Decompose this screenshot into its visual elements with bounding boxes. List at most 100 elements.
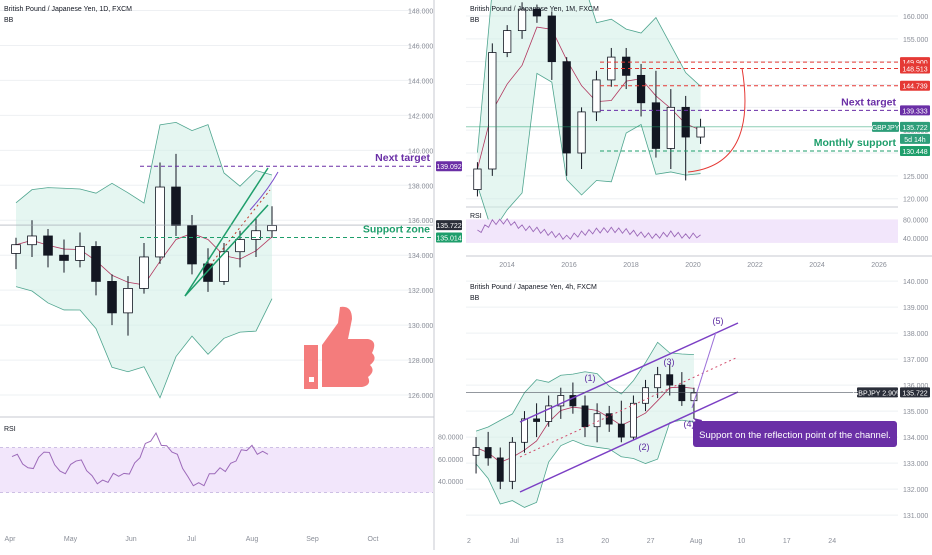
daily-x-tick: May — [64, 536, 78, 543]
monthly-candle — [636, 74, 646, 104]
daily-x-tick: Jun — [125, 536, 136, 543]
h4-candle — [642, 387, 649, 404]
monthly-candle — [622, 56, 631, 76]
h4-candle — [569, 395, 577, 407]
monthly-level-tag-bg — [900, 105, 930, 116]
daily-level-label: Support zone — [363, 223, 430, 235]
monthly-x-tick: 2024 — [809, 262, 825, 269]
monthly-level-label: Monthly support — [814, 137, 897, 149]
monthly-last-price-tag-bg — [900, 121, 930, 132]
monthly-rsi-line — [477, 217, 701, 241]
thumbs-up-icon — [304, 306, 375, 389]
monthly-rsi-label: RSI — [470, 213, 482, 220]
monthly-y-tick: 155.000 — [903, 37, 928, 44]
h4-x-tick: 10 — [738, 538, 746, 545]
daily-y-tick: 146.000 — [408, 43, 433, 50]
h4-candle — [484, 447, 492, 459]
h4-last-price-tag-bg — [900, 387, 930, 398]
h4-candle — [545, 405, 553, 422]
daily-candle — [155, 186, 165, 258]
daily-level-tag: 139.092 — [436, 164, 461, 171]
h4-candle — [678, 384, 686, 402]
daily-y-tick: 126.000 — [408, 393, 433, 400]
daily-candle — [267, 225, 277, 232]
daily-candle — [107, 281, 117, 314]
h4-wave-label: (3) — [664, 357, 675, 367]
daily-candle — [75, 246, 85, 261]
monthly-indicator: BB — [470, 17, 480, 24]
daily-candle — [235, 239, 245, 253]
daily-candle — [27, 235, 37, 246]
h4-candle — [605, 413, 613, 425]
monthly-candle — [503, 30, 512, 53]
monthly-countdown-tag: 5d 14h — [904, 137, 926, 144]
h4-candle — [521, 418, 528, 443]
monthly-bb-lower — [477, 72, 701, 233]
daily-y-tick: 134.000 — [408, 253, 433, 260]
monthly-candle — [592, 79, 601, 113]
h4-wave-projection — [691, 331, 717, 409]
thumbs-up-icon-dot — [309, 377, 314, 382]
h4-callout-text: Support on the reflection point of the c… — [699, 430, 891, 441]
monthly-y-tick: 125.000 — [903, 174, 928, 181]
h4-candle — [533, 418, 541, 422]
monthly-level-tag-bg — [900, 145, 930, 156]
h4-x-tick: 27 — [647, 538, 655, 545]
h4-x-tick: 13 — [556, 538, 564, 545]
h4-y-tick: 139.000 — [903, 305, 928, 312]
daily-level-label: Next target — [375, 152, 430, 164]
h4-candle — [593, 413, 601, 428]
thumbs-up-icon-hand — [322, 306, 375, 387]
h4-y-tick: 138.000 — [903, 331, 928, 338]
daily-y-tick: 130.000 — [408, 323, 433, 330]
h4-bb-lower — [475, 419, 695, 508]
h4-channel-upper — [519, 322, 739, 423]
monthly-x-tick: 2026 — [871, 262, 887, 269]
daily-candle — [171, 186, 181, 226]
daily-last-price-tag: 135.722 — [436, 223, 461, 230]
monthly-candle — [473, 168, 482, 190]
monthly-candle — [517, 8, 527, 32]
daily-level-tag-bg — [436, 161, 462, 172]
daily-y-tick: 132.000 — [408, 288, 433, 295]
monthly-bb-upper — [477, 0, 701, 153]
h4-wave-label: (2) — [639, 442, 650, 452]
daily-candle — [91, 246, 101, 282]
daily-title: British Pound / Japanese Yen, 1D, FXCM — [4, 6, 132, 13]
h4-wave-label: (1) — [585, 373, 596, 383]
monthly-bb-band — [477, 0, 701, 233]
monthly-projection-arc — [687, 67, 746, 173]
h4-y-tick: 132.000 — [903, 487, 928, 494]
daily-rsi-tick: 60.0000 — [438, 457, 463, 464]
daily-channel-upper — [184, 167, 269, 297]
h4-y-tick: 135.000 — [903, 409, 928, 416]
daily-level-tag: 135.014 — [436, 235, 461, 242]
monthly-last-price-tag: 135.722 — [902, 125, 927, 132]
monthly-x-tick: 2022 — [747, 262, 763, 269]
monthly-title: British Pound / Japanese Yen, 1M, FXCM — [470, 6, 599, 13]
h4-y-tick: 137.000 — [903, 357, 928, 364]
monthly-candle — [488, 52, 497, 170]
h4-candle — [617, 423, 625, 438]
thumbs-up-icon-cuff — [304, 345, 318, 389]
h4-candle — [666, 374, 674, 386]
daily-x-tick: Sep — [306, 536, 319, 543]
h4-x-tick: 24 — [828, 538, 836, 545]
h4-symbol-tag-bg — [857, 387, 898, 398]
h4-candle — [557, 395, 565, 407]
monthly-countdown-tag-bg — [900, 133, 930, 144]
monthly-candle — [532, 8, 542, 17]
h4-candle — [629, 402, 637, 438]
h4-x-tick: 2 — [467, 538, 471, 545]
monthly-candle — [666, 106, 675, 149]
daily-channel-lower — [184, 204, 269, 297]
daily-y-tick: 148.000 — [408, 8, 433, 15]
daily-rsi-label: RSI — [4, 426, 16, 433]
daily-candle — [59, 254, 69, 261]
h4-y-tick: 136.000 — [903, 383, 928, 390]
daily-candle — [43, 235, 53, 256]
monthly-x-tick: 2020 — [685, 262, 701, 269]
monthly-candle — [577, 111, 586, 154]
